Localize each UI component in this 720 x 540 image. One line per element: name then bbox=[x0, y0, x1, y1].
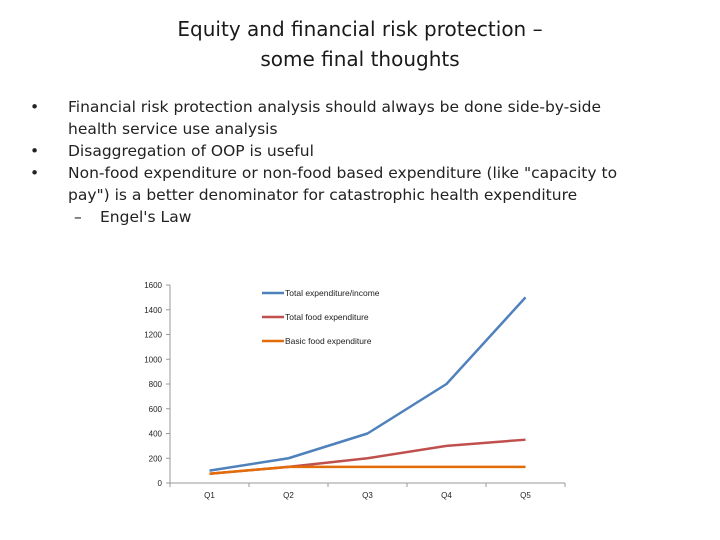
sub-bullet-marker: – bbox=[74, 208, 82, 226]
y-tick-label: 400 bbox=[149, 430, 163, 439]
bullet-item: • Financial risk protection analysis sho… bbox=[30, 96, 700, 140]
x-tick-label: Q2 bbox=[283, 491, 294, 500]
series-line bbox=[209, 465, 526, 475]
title-line-1: Equity and financial risk protection – bbox=[177, 17, 543, 41]
bullet-marker: • bbox=[30, 142, 40, 160]
x-tick-label: Q5 bbox=[520, 491, 531, 500]
y-tick-label: 600 bbox=[149, 405, 163, 414]
bullet-text-line: pay") is a better denominator for catast… bbox=[68, 186, 578, 204]
bullet-item: • Non-food expenditure or non-food based… bbox=[30, 162, 700, 206]
sub-bullet-item: – Engel's Law bbox=[30, 206, 700, 228]
bullet-marker: • bbox=[30, 164, 40, 182]
legend-label: Basic food expenditure bbox=[285, 336, 372, 346]
y-tick-label: 800 bbox=[149, 380, 163, 389]
y-tick-label: 1000 bbox=[144, 355, 162, 364]
slide-title: Equity and financial risk protection – s… bbox=[0, 14, 720, 74]
y-tick-label: 0 bbox=[158, 479, 163, 488]
bullet-text-line: health service use analysis bbox=[68, 120, 278, 138]
x-tick-label: Q4 bbox=[441, 491, 452, 500]
legend-label: Total food expenditure bbox=[285, 312, 369, 322]
x-tick-label: Q3 bbox=[362, 491, 373, 500]
bullet-text-line: Disaggregation of OOP is useful bbox=[68, 142, 314, 160]
bullet-text-line: Financial risk protection analysis shoul… bbox=[68, 98, 602, 116]
y-tick-label: 1200 bbox=[144, 331, 162, 340]
sub-bullet-text: Engel's Law bbox=[100, 208, 192, 226]
bullet-marker: • bbox=[30, 98, 40, 116]
x-tick-label: Q1 bbox=[204, 491, 215, 500]
title-line-2: some final thoughts bbox=[260, 47, 460, 71]
bullet-item: • Disaggregation of OOP is useful bbox=[30, 140, 700, 162]
y-tick-label: 1600 bbox=[144, 281, 162, 290]
line-chart: 0 200 400 600 800 1000 1200 1400 1600 Q1 Q2 Q3 Q4 Q5 T… bbox=[144, 281, 566, 500]
y-tick-label: 1400 bbox=[144, 306, 162, 315]
y-tick-label: 200 bbox=[149, 454, 163, 463]
series-line bbox=[209, 296, 527, 472]
bullet-text-line: Non-food expenditure or non-food based e… bbox=[68, 164, 618, 182]
legend-label: Total expenditure/income bbox=[285, 288, 380, 298]
bullet-list: • Financial risk protection analysis sho… bbox=[30, 96, 700, 228]
